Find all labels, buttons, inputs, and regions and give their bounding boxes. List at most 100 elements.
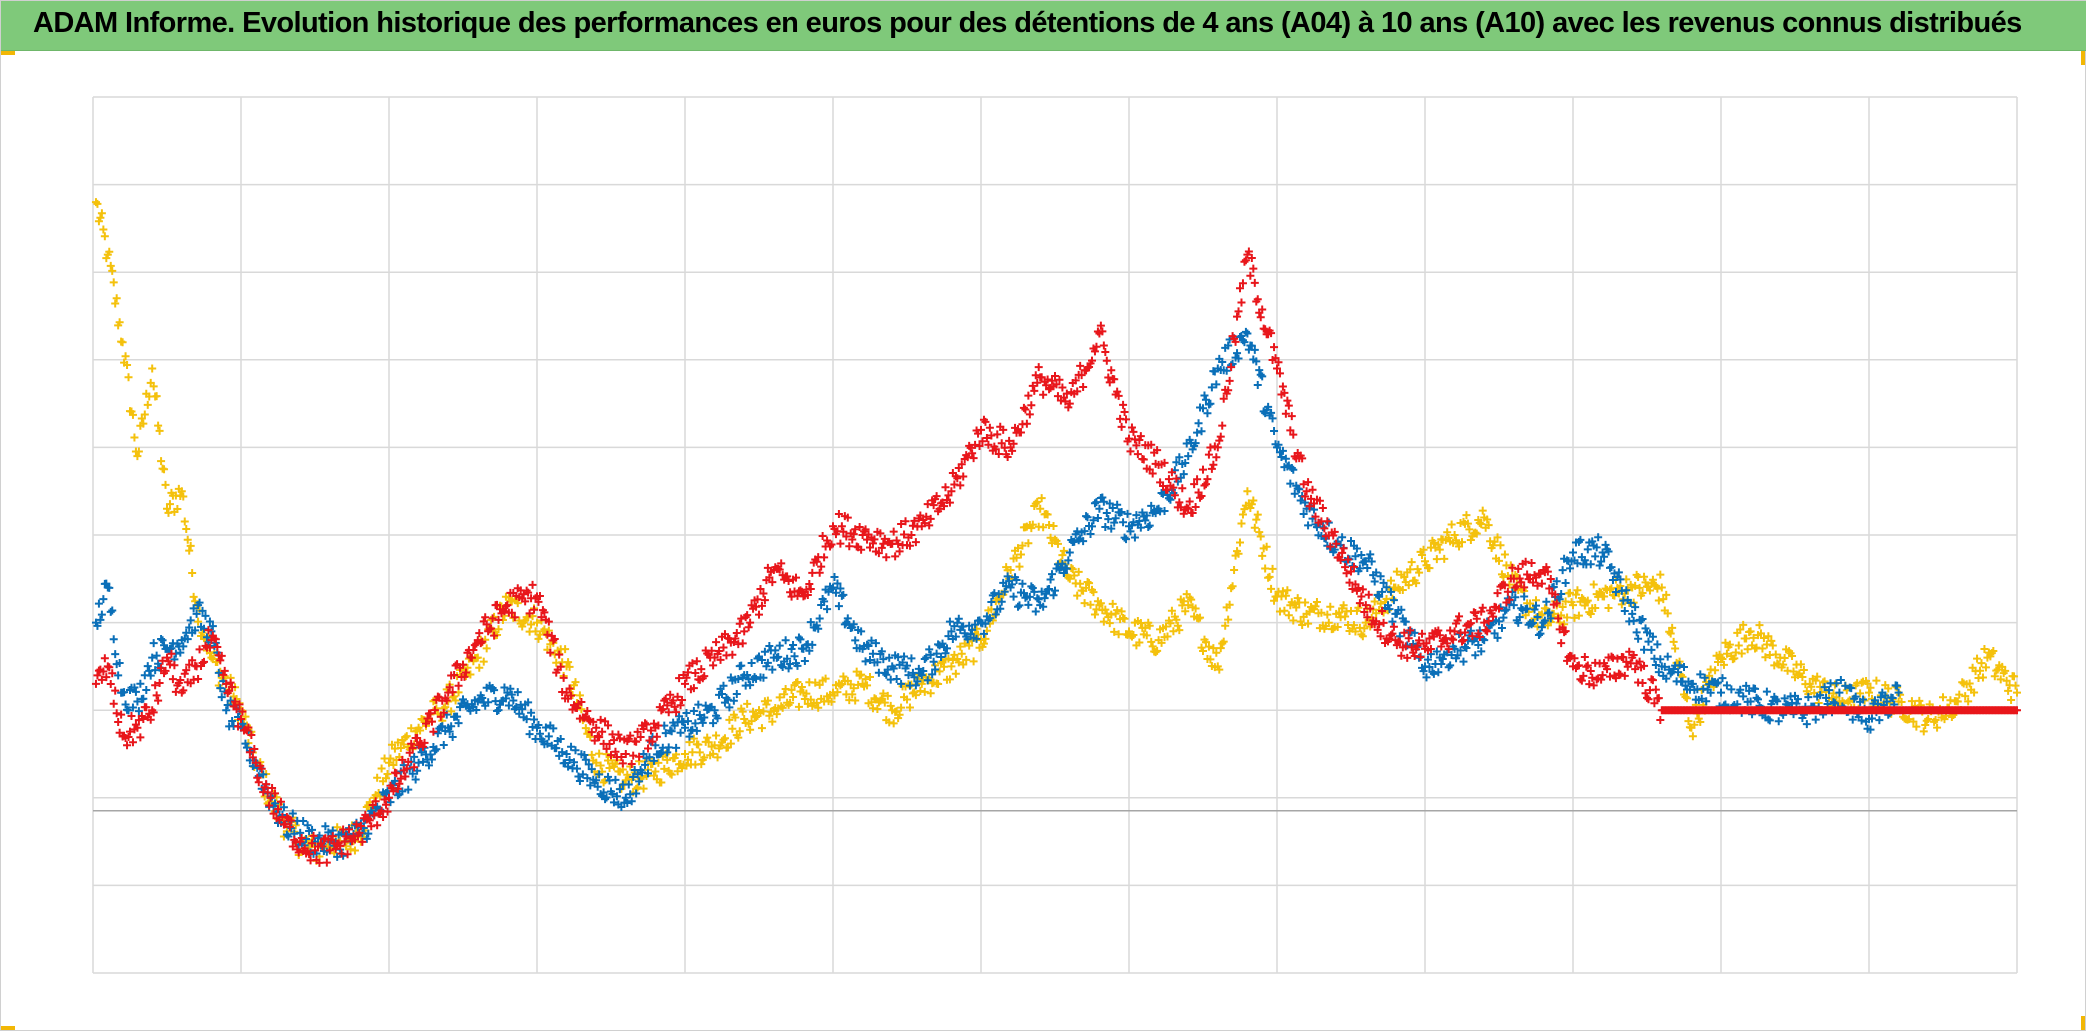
data-point — [1403, 653, 1412, 662]
data-point — [1012, 576, 1021, 585]
data-point — [1712, 679, 1721, 688]
data-point — [1014, 544, 1022, 553]
data-point — [1059, 546, 1068, 555]
data-point — [1388, 617, 1397, 626]
data-point — [880, 698, 889, 707]
data-point — [1127, 632, 1136, 641]
data-point — [1062, 564, 1071, 573]
data-point — [1588, 537, 1597, 546]
data-point — [592, 776, 601, 785]
data-point — [941, 649, 950, 658]
data-point — [1640, 661, 1649, 670]
data-point — [490, 631, 499, 640]
data-point — [1830, 699, 1839, 708]
data-point — [929, 501, 938, 510]
data-point — [1526, 599, 1535, 608]
data-point — [578, 770, 587, 779]
data-point — [651, 767, 660, 776]
data-point — [991, 445, 1000, 454]
data-point — [1216, 644, 1225, 653]
data-point — [678, 695, 687, 704]
data-point — [1326, 602, 1335, 611]
data-point — [1802, 720, 1811, 729]
data-point — [1793, 695, 1802, 704]
data-point — [1290, 489, 1299, 498]
data-point — [972, 624, 981, 633]
data-point — [154, 696, 163, 705]
data-point — [1073, 387, 1082, 396]
data-point — [345, 825, 354, 834]
data-point — [142, 703, 151, 712]
data-point — [781, 636, 790, 645]
data-point — [962, 655, 971, 664]
data-point — [945, 498, 954, 507]
data-point — [151, 666, 160, 675]
data-point — [139, 419, 148, 428]
data-point — [756, 585, 765, 594]
data-point — [534, 597, 543, 606]
data-point — [1175, 453, 1184, 462]
data-point — [481, 613, 490, 622]
data-point — [833, 688, 842, 697]
data-point — [1119, 518, 1128, 527]
data-point — [1455, 612, 1464, 621]
data-point — [115, 318, 124, 327]
data-point — [1278, 382, 1287, 391]
data-point — [831, 588, 840, 597]
data-point — [453, 712, 462, 721]
data-point — [734, 675, 743, 684]
data-point — [1832, 679, 1841, 688]
data-point — [942, 644, 951, 653]
data-point — [703, 733, 712, 742]
data-point — [1033, 497, 1042, 506]
data-point — [732, 628, 741, 637]
data-point — [676, 701, 685, 710]
data-point — [1012, 553, 1021, 562]
data-point — [1003, 572, 1012, 581]
data-point — [1614, 568, 1623, 577]
data-point — [667, 727, 676, 736]
data-point — [1660, 662, 1669, 671]
data-point — [398, 787, 407, 796]
data-point — [1534, 631, 1543, 640]
data-point — [1289, 465, 1298, 474]
data-point — [1656, 570, 1665, 579]
data-point — [1582, 662, 1591, 671]
data-point — [1153, 646, 1162, 655]
data-point — [883, 691, 892, 700]
data-point — [109, 699, 118, 708]
data-point — [1141, 623, 1150, 632]
data-point — [963, 635, 972, 644]
data-point — [186, 616, 195, 625]
data-point — [951, 632, 960, 641]
data-point — [385, 758, 393, 767]
data-point — [1366, 550, 1375, 559]
data-point — [108, 266, 117, 275]
data-point — [1520, 592, 1529, 601]
data-point — [315, 858, 324, 867]
data-point — [161, 666, 170, 675]
data-point — [1434, 668, 1443, 677]
data-point — [1388, 594, 1397, 603]
data-point — [1421, 557, 1429, 566]
data-point — [602, 744, 611, 753]
data-point — [900, 530, 909, 539]
data-point — [1570, 613, 1579, 622]
data-point — [797, 683, 806, 692]
data-point — [817, 562, 826, 571]
data-point — [1597, 557, 1606, 566]
data-point — [863, 681, 872, 690]
data-point — [1964, 697, 1973, 706]
data-point — [177, 487, 186, 496]
data-point — [1108, 599, 1117, 608]
data-point — [250, 744, 259, 753]
data-point — [1404, 581, 1413, 590]
data-point — [1648, 575, 1657, 584]
data-point — [1848, 715, 1857, 724]
data-point — [1206, 399, 1215, 408]
data-point — [1304, 619, 1313, 628]
data-point — [709, 719, 718, 728]
data-point — [500, 683, 509, 692]
data-point — [1422, 673, 1431, 682]
data-point — [903, 661, 911, 670]
